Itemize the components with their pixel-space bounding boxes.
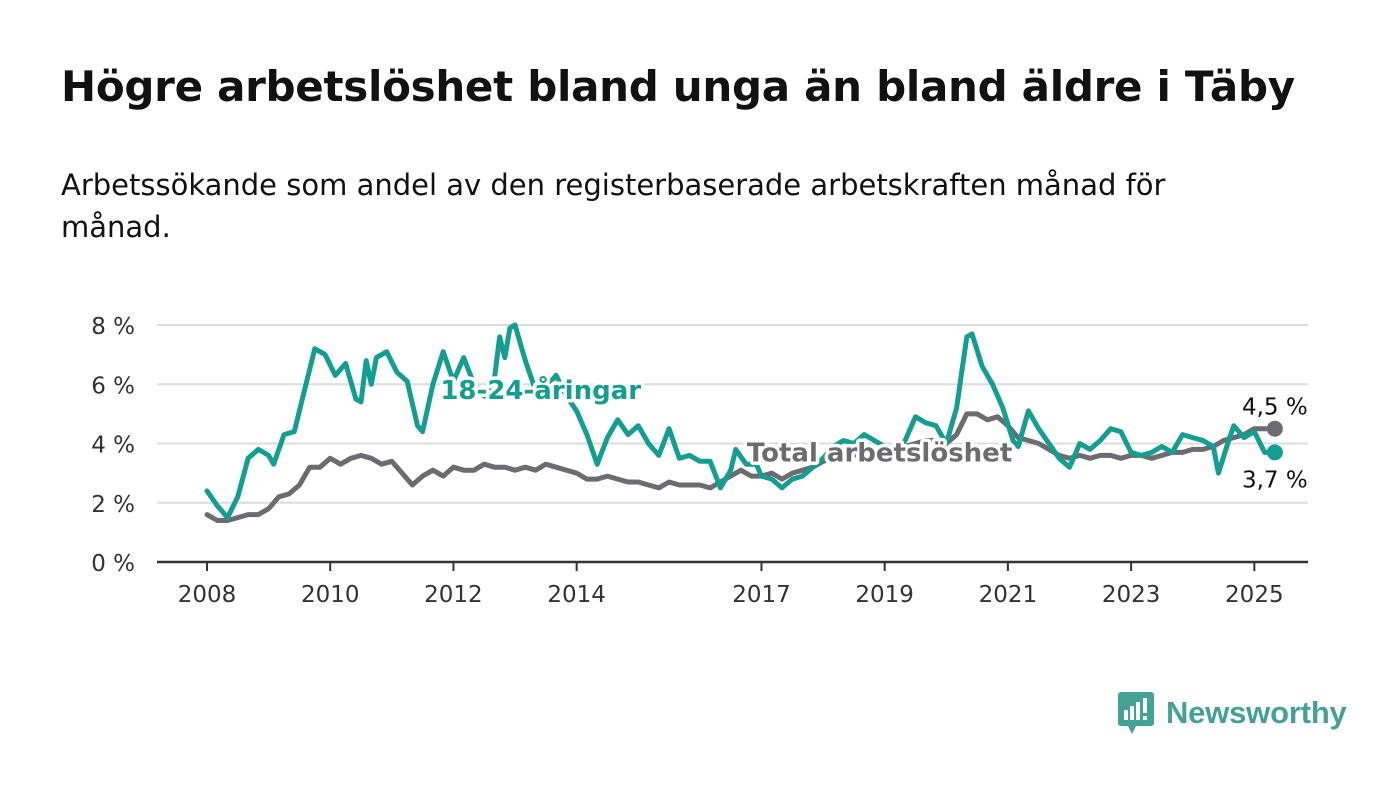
series-line-total xyxy=(204,411,1278,523)
x-tick-label: 2019 xyxy=(855,582,914,608)
end-label-total: 4,5 % xyxy=(1242,395,1308,421)
x-tick-label: 2014 xyxy=(547,582,606,608)
series-name-total: Total arbetslöshet xyxy=(747,438,1012,468)
y-tick-label: 6 % xyxy=(91,373,135,399)
series-lines xyxy=(204,322,1278,523)
x-tick-label: 2008 xyxy=(178,582,237,608)
y-tick-label: 8 % xyxy=(91,314,135,340)
newsworthy-logo[interactable]: Newsworthy xyxy=(1118,690,1347,736)
y-tick-label: 2 % xyxy=(91,492,135,518)
series-name-youth: 18-24-åringar xyxy=(440,374,641,406)
end-label-youth: 3,7 % xyxy=(1242,467,1308,493)
x-tick-label: 2023 xyxy=(1102,582,1161,608)
chart-title: Högre arbetslöshet bland unga än bland ä… xyxy=(61,62,1295,111)
x-tick-label: 2017 xyxy=(732,582,791,608)
grid-lines xyxy=(157,324,1308,504)
series-labels: 3,7 % 4,5 % 18-24-åringar Total arbetslöshe… xyxy=(437,371,1308,494)
newsworthy-wordmark: Newsworthy xyxy=(1166,695,1347,730)
series-line-youth xyxy=(204,322,1278,521)
x-tick-label: 2021 xyxy=(979,582,1038,608)
x-tick-label: 2010 xyxy=(301,582,360,608)
y-tick-label: 4 % xyxy=(91,433,135,459)
y-tick-label: 0 % xyxy=(91,551,135,577)
newsworthy-icon xyxy=(1118,692,1154,734)
axes: 0 % 2 % 4 % 6 % 8 % 2008 2010 2012 2014 2017 2019 2… xyxy=(91,314,1308,608)
end-point-youth xyxy=(1266,444,1283,461)
chart-subtitle: Arbetssökande som andel av den registerb… xyxy=(61,168,1166,244)
end-point-total xyxy=(1266,420,1283,437)
x-tick-label: 2025 xyxy=(1225,582,1284,608)
x-tick-label: 2012 xyxy=(424,582,483,608)
